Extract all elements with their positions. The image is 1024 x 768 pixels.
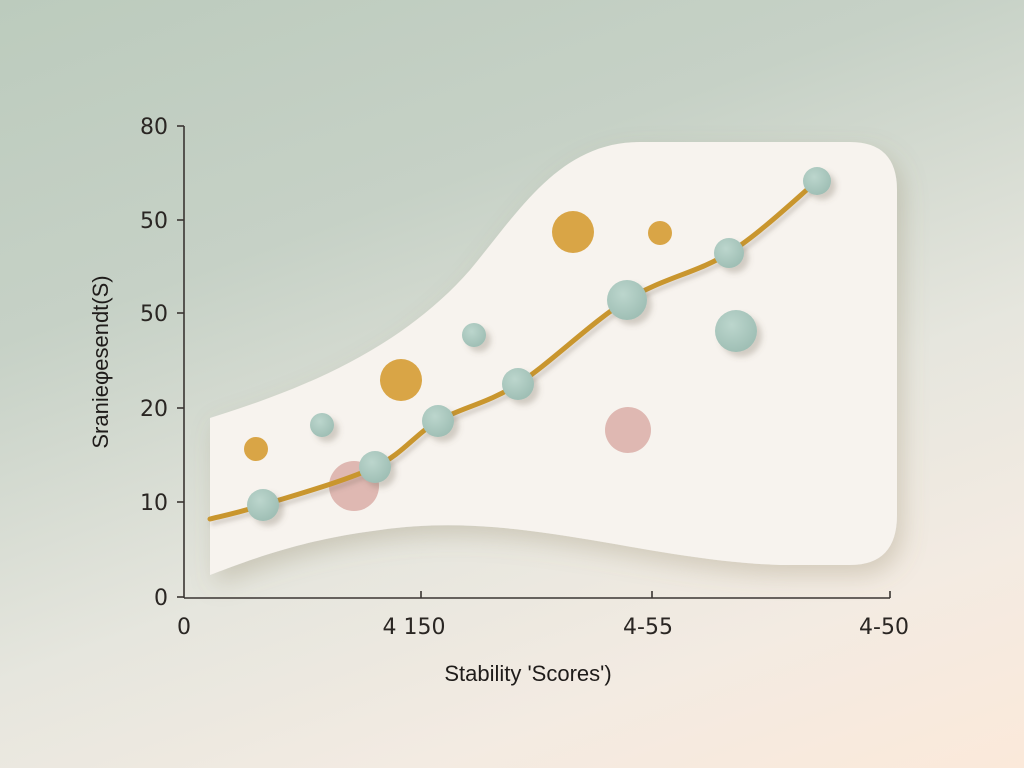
teal-on-trend-point — [803, 167, 831, 195]
teal-on-trend-point — [714, 238, 744, 268]
x-axis-title: Stability 'Scores') — [444, 661, 611, 686]
teal-on-trend-point — [247, 489, 279, 521]
teal-on-trend-point — [422, 405, 454, 437]
gold-point — [552, 211, 594, 253]
flat-dots — [244, 211, 672, 511]
y-tick-label: 80 — [140, 115, 168, 140]
teal-off-trend-point — [462, 323, 486, 347]
teal-on-trend-point — [502, 368, 534, 400]
teal-off-trend-point — [310, 413, 334, 437]
pink-point — [605, 407, 651, 453]
x-tick-label: 4-55 — [623, 615, 673, 640]
x-tick-label: 4-50 — [859, 615, 909, 640]
y-axis-title: Sranieφesendt(S) — [88, 275, 113, 448]
gold-point — [380, 359, 422, 401]
y-tick-label: 10 — [140, 491, 168, 516]
x-tick-label: 0 — [177, 615, 191, 640]
teal-on-trend-point — [607, 280, 647, 320]
teal-on-trend-point — [359, 451, 391, 483]
x-tick-label: 4 150 — [383, 615, 446, 640]
x-axis — [184, 591, 891, 599]
y-tick-label: 50 — [140, 209, 168, 234]
raised-dots — [247, 167, 831, 521]
gold-point — [648, 221, 672, 245]
gold-point — [244, 437, 268, 461]
teal-off-trend-point — [715, 310, 757, 352]
y-axis — [177, 125, 185, 598]
y-tick-label: 20 — [140, 397, 168, 422]
y-tick-label: 50 — [140, 302, 168, 327]
y-tick-labels: 80 50 50 20 10 0 — [140, 115, 168, 611]
y-tick-label: 0 — [154, 586, 168, 611]
x-tick-labels: 0 4 150 4-55 4-50 — [177, 615, 909, 640]
